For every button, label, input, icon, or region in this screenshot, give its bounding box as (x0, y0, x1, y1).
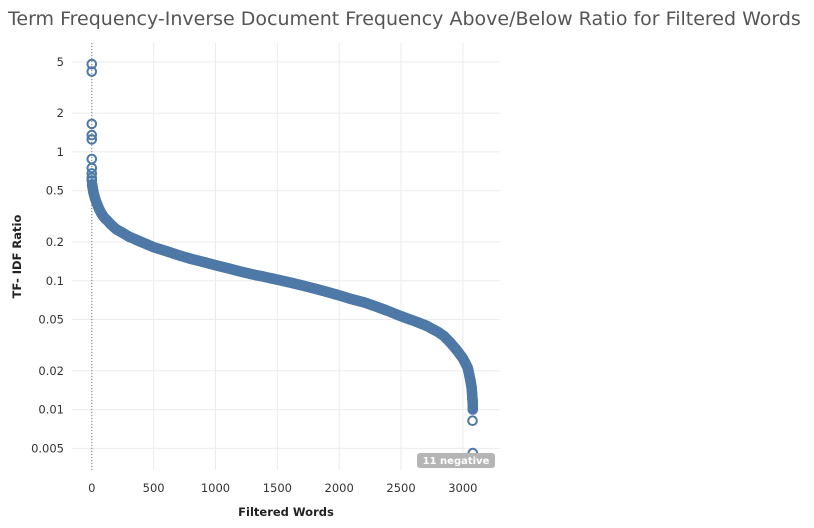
data-point (86, 58, 98, 70)
chart-title: Term Frequency-Inverse Document Frequenc… (8, 8, 801, 30)
y-tick-label: 0.2 (46, 235, 64, 249)
x-tick-label: 500 (143, 481, 165, 495)
x-axis-title: Filtered Words (238, 505, 334, 519)
grid-lines (72, 43, 500, 470)
x-tick-label: 3000 (448, 481, 477, 495)
data-points (86, 58, 479, 459)
data-point (86, 118, 98, 130)
x-tick-label: 2000 (325, 481, 354, 495)
y-tick-label: 2 (57, 106, 64, 120)
badge-label: 11 negative (423, 456, 490, 467)
x-tick-label: 1500 (263, 481, 292, 495)
y-tick-label: 0.05 (38, 313, 64, 327)
y-tick-label: 0.5 (46, 184, 64, 198)
y-axis-title: TF- IDF Ratio (10, 215, 24, 299)
y-tick-label: 0.1 (46, 274, 64, 288)
y-tick-label: 1 (57, 145, 64, 159)
y-axis-ticks: 5 2 1 0.5 0.2 0.1 0.05 0.02 0.01 0.005 (31, 55, 64, 456)
x-tick-label: 2500 (386, 481, 415, 495)
y-tick-label: 0.02 (38, 364, 64, 378)
data-point (86, 66, 98, 77)
x-axis-ticks: 0 500 1000 1500 2000 2500 3000 (88, 481, 477, 495)
data-point (86, 168, 98, 179)
y-tick-label: 0.005 (31, 441, 64, 455)
y-tick-label: 0.01 (38, 403, 64, 417)
x-tick-label: 1000 (201, 481, 230, 495)
data-point (86, 129, 98, 141)
data-point (86, 134, 98, 145)
data-point (467, 402, 479, 414)
negative-values-badge[interactable]: 11 negative (417, 453, 495, 468)
x-tick-label: 0 (88, 481, 95, 495)
badge-background (417, 453, 495, 468)
data-point (467, 415, 478, 427)
y-tick-label: 5 (57, 55, 64, 69)
data-point (86, 162, 98, 174)
